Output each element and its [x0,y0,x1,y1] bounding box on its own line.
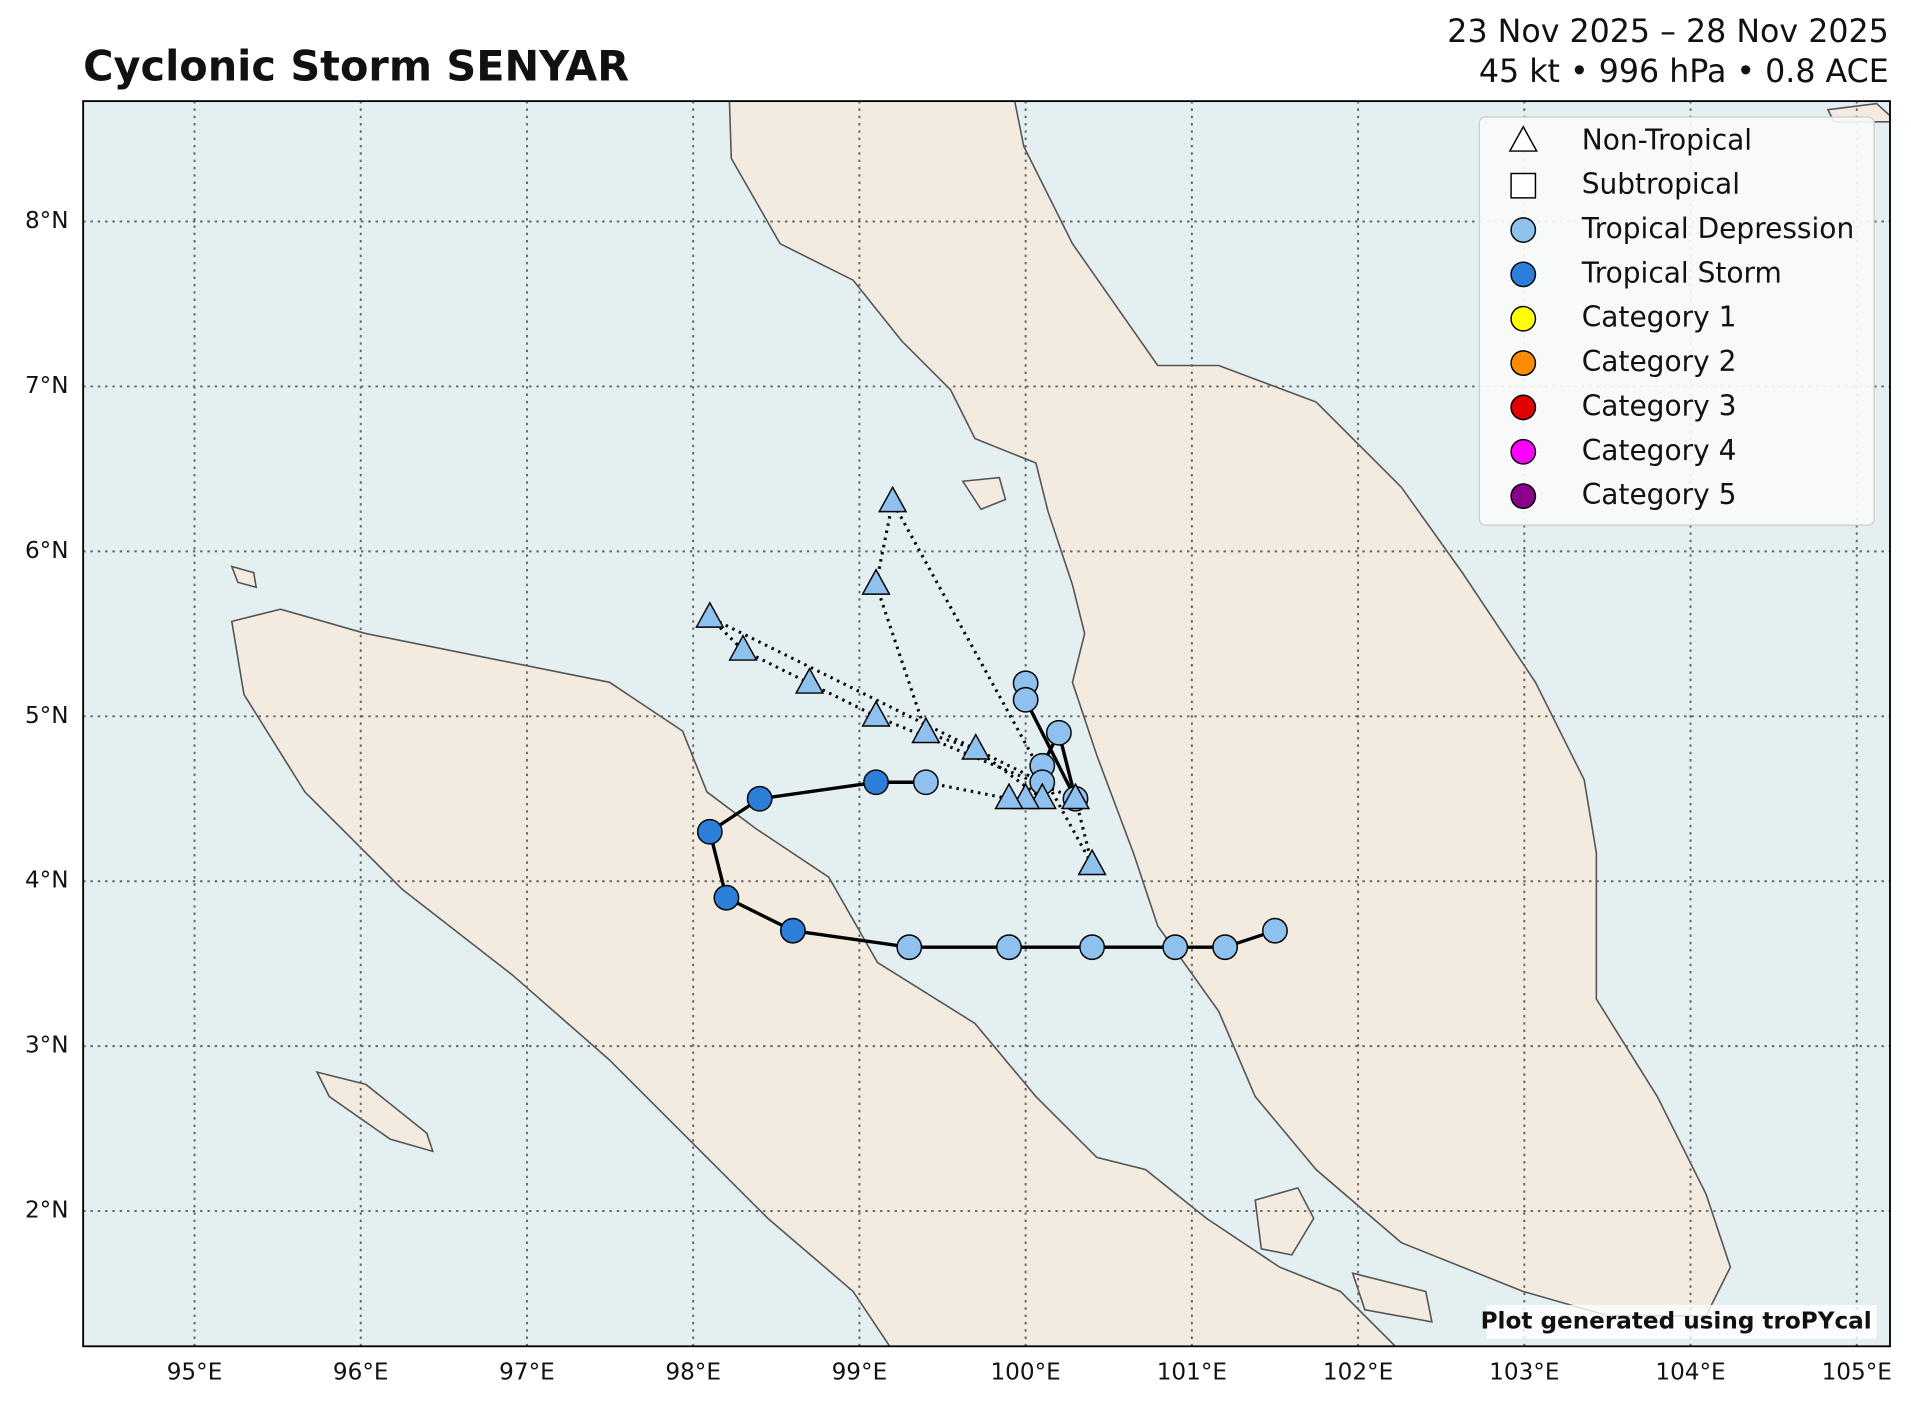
x-tick-label: 104°E [1655,1360,1725,1386]
y-tick-label: 3°N [25,1033,69,1059]
track-segment [792,929,910,949]
legend-label: Category 2 [1582,345,1737,378]
circle-marker [1510,305,1537,332]
credit-bg [1486,1304,1877,1339]
x-tick-label: 100°E [990,1360,1060,1386]
legend-label: Category 1 [1582,301,1737,334]
y-tick-label: 2°N [25,1198,69,1224]
legend-label: Tropical Depression [1581,212,1854,245]
triangle-marker [994,782,1024,810]
circle-marker [746,785,773,812]
track-segment [709,615,1043,784]
triangle-marker [861,568,891,595]
plot-frame [82,100,1891,1348]
circle-marker [1510,483,1537,510]
nias [315,1070,435,1153]
track-segment [808,681,877,718]
square-marker [1510,172,1537,199]
circle-marker [1510,394,1537,421]
y-tick-label: 8°N [25,208,69,234]
chart-title: Cyclonic Storm SENYAR [83,42,629,90]
island [1254,1186,1315,1256]
triangle-marker [861,700,891,727]
x-tick-label: 98°E [665,1360,721,1386]
legend-label: Subtropical [1582,168,1740,201]
circle-marker [1012,686,1039,713]
legend-box [1478,116,1875,526]
circle-marker [1079,934,1106,961]
x-tick-label: 97°E [499,1360,555,1386]
legend-label: Category 4 [1582,434,1737,467]
x-tick-label: 101°E [1157,1360,1227,1386]
x-tick-label: 105°E [1822,1360,1892,1386]
track-segment [891,501,1094,866]
legend-label: Category 5 [1582,478,1737,511]
triangle-marker [878,485,908,513]
track-segment [742,648,811,685]
circle-marker [912,769,939,796]
circle-marker [1510,261,1537,288]
subtitle: 45 kt • 996 hPa • 0.8 ACE [1479,54,1889,90]
y-tick-label: 4°N [25,868,69,894]
triangle-marker [1508,125,1538,152]
circle-marker [1162,934,1189,961]
triangle-marker [728,634,758,661]
circle-marker [1212,934,1239,961]
x-tick-label: 96°E [333,1360,389,1386]
malay-peninsula [728,101,1732,1317]
circle-marker [1510,350,1537,376]
legend-label: Category 3 [1582,389,1737,422]
triangle-marker [1060,782,1091,810]
y-tick-label: 5°N [25,703,69,729]
triangle-marker [794,667,825,694]
circle-marker [1510,438,1537,465]
land [230,101,1890,1347]
x-tick-label: 103°E [1489,1360,1559,1386]
triangle-marker [1077,848,1107,876]
circle-marker [1510,217,1537,243]
credit: Plot generated using troPYcal [1481,1308,1872,1334]
legend-label: Tropical Storm [1581,256,1782,289]
y-tick-label: 7°N [25,373,69,399]
legend-label: Non-Tropical [1582,123,1752,156]
triangle-marker [911,716,941,744]
circle-marker [1262,917,1288,944]
island [230,565,258,589]
circle-marker [713,884,740,911]
triangle-marker [695,601,725,628]
x-tick-label: 99°E [832,1360,888,1386]
circle-marker [996,934,1022,961]
triangle-marker [961,733,991,760]
circle-marker [696,818,723,845]
circle-marker [780,917,806,944]
island [961,476,1007,511]
circle-marker [896,934,923,961]
track-segment [759,780,877,801]
island [1351,1272,1433,1323]
circle-marker [1045,719,1072,746]
subtitle: 23 Nov 2025 – 28 Nov 2025 [1447,14,1888,50]
sumatra [230,608,1397,1347]
circle-marker [863,769,889,796]
y-tick-label: 6°N [25,538,69,564]
x-tick-label: 95°E [167,1360,223,1386]
x-tick-label: 102°E [1323,1360,1393,1386]
